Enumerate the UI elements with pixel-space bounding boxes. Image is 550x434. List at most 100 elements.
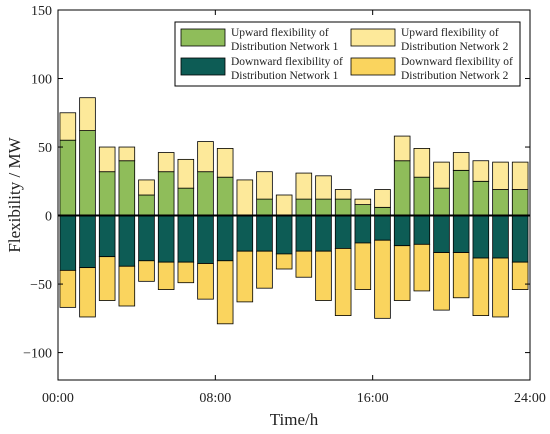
bar-s1-15 xyxy=(354,198,372,205)
bar-s2-9 xyxy=(236,215,254,252)
bar-s1-20 xyxy=(452,152,470,171)
y-tick-label: 0 xyxy=(45,210,52,225)
bar-s1-1 xyxy=(79,97,96,131)
bar-s0-8 xyxy=(216,176,234,216)
y-tick-label: 100 xyxy=(31,73,52,88)
bar-s0-7 xyxy=(197,171,214,216)
bar-s3-12 xyxy=(295,250,313,278)
bar-s0-17 xyxy=(393,160,411,216)
legend-swatch xyxy=(180,28,226,47)
bar-s2-17 xyxy=(393,215,411,247)
bar-s2-6 xyxy=(177,215,195,263)
plot-frame xyxy=(57,9,531,381)
bar-s2-18 xyxy=(413,215,431,245)
bar-s1-9 xyxy=(236,179,254,216)
x-axis: 00:00 08:00 16:00 24:00 xyxy=(42,10,546,406)
y-tick-label: 50 xyxy=(38,141,52,156)
bar-s1-7 xyxy=(197,141,214,173)
bar-s3-1 xyxy=(79,267,96,318)
bar-s0-20 xyxy=(452,169,470,216)
y-axis-label: Flexibility / MW xyxy=(5,136,24,252)
bar-s3-9 xyxy=(236,250,254,303)
bar-s1-6 xyxy=(177,158,195,189)
legend-entry: Downward flexibility of Distribution Netw… xyxy=(231,56,343,82)
bar-s3-7 xyxy=(197,263,214,300)
bar-s1-13 xyxy=(315,175,332,200)
bar-s0-23 xyxy=(511,189,529,216)
bar-s3-19 xyxy=(433,252,450,311)
bar-s2-3 xyxy=(118,215,136,267)
bar-s2-15 xyxy=(354,215,372,244)
bar-s1-2 xyxy=(98,146,116,173)
bar-s0-21 xyxy=(472,180,490,216)
bar-s1-4 xyxy=(138,179,155,196)
bar-s3-6 xyxy=(177,261,195,284)
y-axis: −100 −50 0 50 100 150 xyxy=(23,4,530,362)
bar-s3-22 xyxy=(492,257,509,318)
bar-s1-14 xyxy=(334,189,352,200)
bar-s1-16 xyxy=(374,189,391,208)
bar-s3-14 xyxy=(334,248,352,316)
bar-s0-2 xyxy=(98,171,116,216)
legend-entry: Downward flexibility of Distribution Netw… xyxy=(401,56,513,82)
legend: Upward flexibility of Distribution Networ… xyxy=(174,21,521,87)
bar-s3-17 xyxy=(393,245,411,301)
bar-s0-0 xyxy=(59,139,77,216)
bar-s3-5 xyxy=(157,261,175,290)
legend-entry: Upward flexibility of Distribution Networ… xyxy=(231,27,339,53)
bar-s2-20 xyxy=(452,215,470,253)
x-tick-label: 00:00 xyxy=(42,391,74,406)
bar-s1-18 xyxy=(413,148,431,178)
bar-s2-0 xyxy=(59,215,77,271)
bar-s2-10 xyxy=(256,215,273,252)
bar-s0-14 xyxy=(334,198,352,216)
bar-s3-18 xyxy=(413,243,431,292)
bar-s1-22 xyxy=(492,161,509,190)
y-tick-label: −100 xyxy=(23,347,52,362)
bar-s0-19 xyxy=(433,187,450,216)
bar-s2-11 xyxy=(275,215,293,255)
bar-s1-19 xyxy=(433,161,450,189)
bar-s1-5 xyxy=(157,152,175,173)
x-tick-label: 24:00 xyxy=(514,391,546,406)
bar-s1-23 xyxy=(511,161,529,190)
x-tick-label: 08:00 xyxy=(199,391,231,406)
bar-s3-21 xyxy=(472,257,490,316)
bar-s0-3 xyxy=(118,160,136,216)
bar-s0-13 xyxy=(315,198,332,216)
legend-entry: Upward flexibility of Distribution Networ… xyxy=(401,27,509,53)
bar-s0-18 xyxy=(413,176,431,216)
bar-s2-5 xyxy=(157,215,175,263)
bar-s2-23 xyxy=(511,215,529,263)
bar-s3-4 xyxy=(138,260,155,282)
legend-box xyxy=(174,21,521,87)
bar-s1-8 xyxy=(216,148,234,178)
bar-s0-1 xyxy=(79,130,96,216)
bar-s3-23 xyxy=(511,261,529,290)
bar-s1-0 xyxy=(59,112,77,141)
bar-s2-21 xyxy=(472,215,490,259)
bar-s1-12 xyxy=(295,172,313,200)
bar-s2-1 xyxy=(79,215,96,269)
bar-s3-3 xyxy=(118,265,136,307)
bar-s2-13 xyxy=(315,215,332,252)
bar-s0-12 xyxy=(295,198,313,216)
bar-s2-14 xyxy=(334,215,352,249)
bar-layer xyxy=(59,97,529,325)
bar-s3-10 xyxy=(256,250,273,289)
bar-s0-15 xyxy=(354,204,372,216)
bar-s2-19 xyxy=(433,215,450,253)
bar-s3-20 xyxy=(452,252,470,299)
bar-s2-8 xyxy=(216,215,234,262)
bar-s0-22 xyxy=(492,189,509,216)
bar-s2-22 xyxy=(492,215,509,259)
bar-s0-10 xyxy=(256,198,273,216)
bar-s3-13 xyxy=(315,250,332,301)
bar-s3-15 xyxy=(354,242,372,290)
legend-swatch xyxy=(350,57,396,76)
bar-s1-21 xyxy=(472,160,490,182)
bar-s3-2 xyxy=(98,256,116,301)
bar-s1-17 xyxy=(393,135,411,162)
bar-s3-8 xyxy=(216,260,234,325)
